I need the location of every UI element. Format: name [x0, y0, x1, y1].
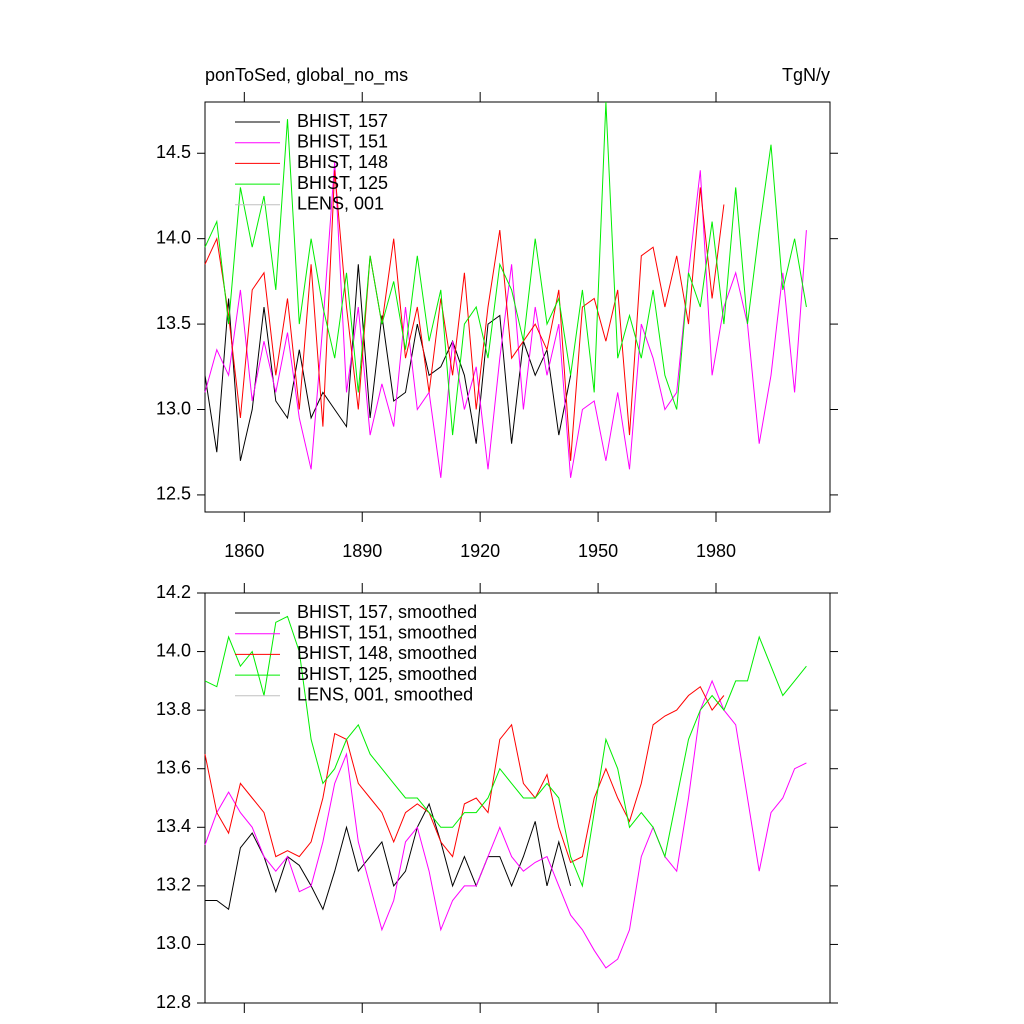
legend-label: BHIST, 148, smoothed: [297, 643, 477, 663]
x-tick-label: 1860: [224, 541, 264, 561]
plot-frame: [204, 101, 831, 513]
series-line: [204, 161, 807, 478]
plot-frame: [204, 592, 831, 1004]
legend-label: BHIST, 151, smoothed: [297, 622, 477, 642]
legend-label: BHIST, 157, smoothed: [297, 602, 477, 622]
y-tick-label: 14.0: [156, 227, 191, 247]
x-tick-label: 1980: [696, 541, 736, 561]
y-tick-label: 12.8: [156, 992, 191, 1012]
legend-label: BHIST, 125: [297, 173, 388, 193]
y-tick-label: 13.4: [156, 816, 191, 836]
series-line: [204, 679, 807, 969]
series-line: [204, 264, 572, 461]
y-tick-label: 14.5: [156, 142, 191, 162]
series-line: [204, 170, 725, 461]
y-tick-label: 13.2: [156, 875, 191, 895]
y-tick-label: 14.2: [156, 582, 191, 602]
legend-label: LENS, 001: [297, 194, 384, 214]
y-tick-label: 13.0: [156, 933, 191, 953]
y-tick-label: 13.6: [156, 757, 191, 777]
series-line: [204, 615, 807, 888]
legend-label: BHIST, 151: [297, 131, 388, 151]
x-tick-label: 1890: [342, 541, 382, 561]
x-tick-label: 1920: [460, 541, 500, 561]
y-tick-label: 13.5: [156, 313, 191, 333]
series-line: [205, 802, 572, 911]
series-line: [204, 101, 807, 436]
chart-title: ponToSed, global_no_ms: [205, 65, 408, 86]
legend-label: BHIST, 148: [297, 152, 388, 172]
series-line: [204, 685, 725, 864]
y-tick-label: 13.0: [156, 398, 191, 418]
units-label: TgN/y: [782, 65, 830, 85]
y-tick-label: 14.0: [156, 640, 191, 660]
legend-label: LENS, 001, smoothed: [297, 685, 473, 705]
y-tick-label: 12.5: [156, 484, 191, 504]
x-tick-label: 1950: [578, 541, 618, 561]
y-tick-label: 13.8: [156, 699, 191, 719]
legend-label: BHIST, 157: [297, 111, 388, 131]
legend-label: BHIST, 125, smoothed: [297, 664, 477, 684]
